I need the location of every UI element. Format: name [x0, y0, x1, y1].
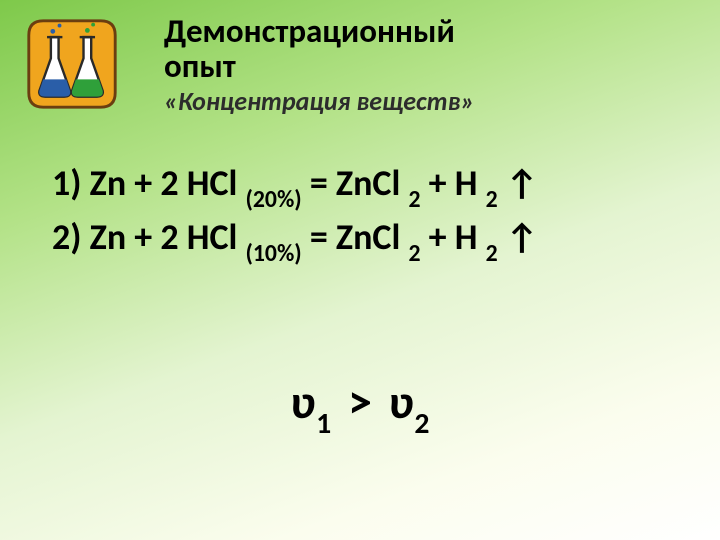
eq-arrow: = [310, 161, 336, 205]
eq-metal: Zn [90, 161, 127, 205]
eq-plus2: + H [429, 215, 478, 259]
eq-num: 1) [52, 161, 81, 205]
equation-1: 1) Zn + 2 HCl (20%) = ZnCl 2 + H 2 ↑ [52, 160, 538, 212]
eq-plus: + [134, 161, 160, 205]
flasks-icon [24, 16, 120, 112]
rate-sym-2: ʋ [389, 372, 415, 431]
eq-metal: Zn [90, 215, 127, 259]
eq-h-sub: 2 [486, 239, 498, 268]
eq-acid: HCl [187, 161, 238, 205]
title-line1: Демонстрационный [164, 14, 684, 49]
eq-salt-sub: 2 [408, 185, 420, 214]
greater-than: > [342, 372, 378, 431]
rate-comparison: ʋ1 > ʋ2 [0, 372, 720, 437]
slide: Демонстрационный опыт «Концентрация веще… [0, 0, 720, 540]
eq-salt: ZnCl [336, 215, 400, 259]
eq-plus2: + H [429, 161, 478, 205]
eq-plus: + [134, 215, 160, 259]
eq-conc: (20%) [246, 185, 302, 214]
eq-salt-sub: 2 [408, 239, 420, 268]
rate-sub-2: 2 [414, 405, 429, 441]
rate-sym-1: ʋ [291, 372, 317, 431]
eq-acid: HCl [187, 215, 238, 259]
eq-num: 2) [52, 215, 81, 259]
equations-block: 1) Zn + 2 HCl (20%) = ZnCl 2 + H 2 ↑ 2) … [52, 160, 538, 268]
eq-coef: 2 [160, 215, 178, 259]
rate-sub-1: 1 [316, 405, 331, 441]
eq-coef: 2 [160, 161, 178, 205]
gas-arrow-icon: ↑ [506, 160, 539, 207]
eq-arrow: = [310, 215, 336, 259]
subtitle: «Концентрация веществ» [164, 85, 684, 117]
eq-h-sub: 2 [486, 185, 498, 214]
gas-arrow-icon: ↑ [506, 214, 539, 261]
eq-conc: (10%) [246, 239, 302, 268]
heading: Демонстрационный опыт «Концентрация веще… [164, 14, 684, 117]
title-line2: опыт [164, 49, 684, 84]
equation-2: 2) Zn + 2 HCl (10%) = ZnCl 2 + H 2 ↑ [52, 214, 538, 266]
eq-salt: ZnCl [336, 161, 400, 205]
